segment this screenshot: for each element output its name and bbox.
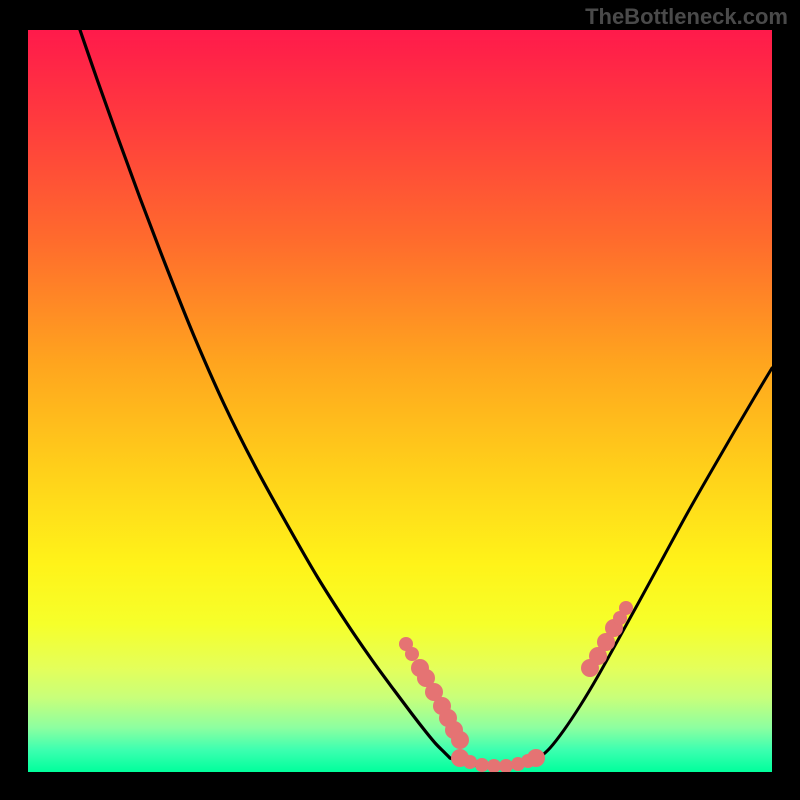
plot-area bbox=[28, 30, 772, 772]
markers-layer bbox=[28, 30, 772, 772]
data-marker bbox=[451, 731, 469, 749]
data-marker bbox=[527, 749, 545, 767]
watermark-text: TheBottleneck.com bbox=[585, 4, 788, 30]
data-marker bbox=[619, 601, 633, 615]
